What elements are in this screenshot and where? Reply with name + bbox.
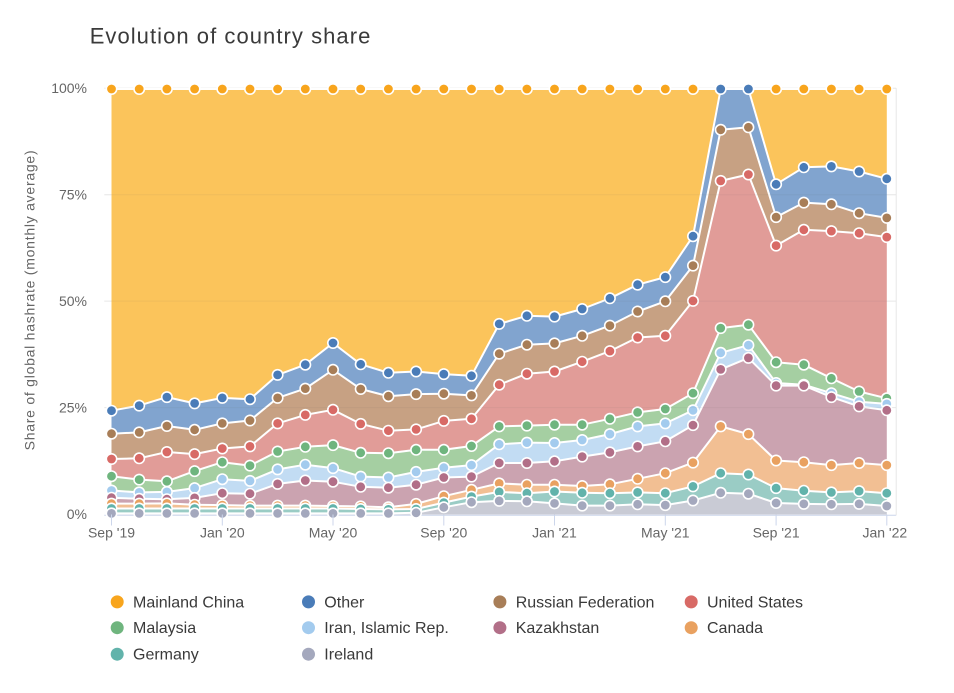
svg-text:Kazakhstan: Kazakhstan [516,620,600,637]
svg-text:Jan '20: Jan '20 [200,524,245,540]
svg-text:75%: 75% [59,187,87,203]
svg-text:25%: 25% [59,399,87,415]
svg-text:United States: United States [707,594,803,611]
svg-text:Canada: Canada [707,620,763,637]
svg-text:Iran, Islamic Rep.: Iran, Islamic Rep. [324,620,448,637]
svg-text:May '21: May '21 [641,524,690,540]
svg-text:Share of global hashrate (mont: Share of global hashrate (monthly averag… [22,150,38,451]
svg-text:Sep '19: Sep '19 [88,524,135,540]
svg-text:Russian Federation: Russian Federation [516,594,655,611]
svg-text:0%: 0% [67,506,87,522]
svg-text:May '20: May '20 [309,524,358,540]
svg-text:Ireland: Ireland [324,647,373,664]
svg-text:Germany: Germany [133,647,199,664]
svg-text:Sep '20: Sep '20 [420,524,467,540]
svg-text:Sep '21: Sep '21 [753,524,800,540]
svg-text:Malaysia: Malaysia [133,620,196,637]
svg-text:Jan '22: Jan '22 [862,524,907,540]
svg-text:50%: 50% [59,293,87,309]
svg-text:Jan '21: Jan '21 [532,524,577,540]
svg-text:Evolution of country share: Evolution of country share [90,24,372,49]
svg-text:Other: Other [324,594,365,611]
svg-text:100%: 100% [51,80,87,96]
svg-text:Mainland China: Mainland China [133,594,244,611]
